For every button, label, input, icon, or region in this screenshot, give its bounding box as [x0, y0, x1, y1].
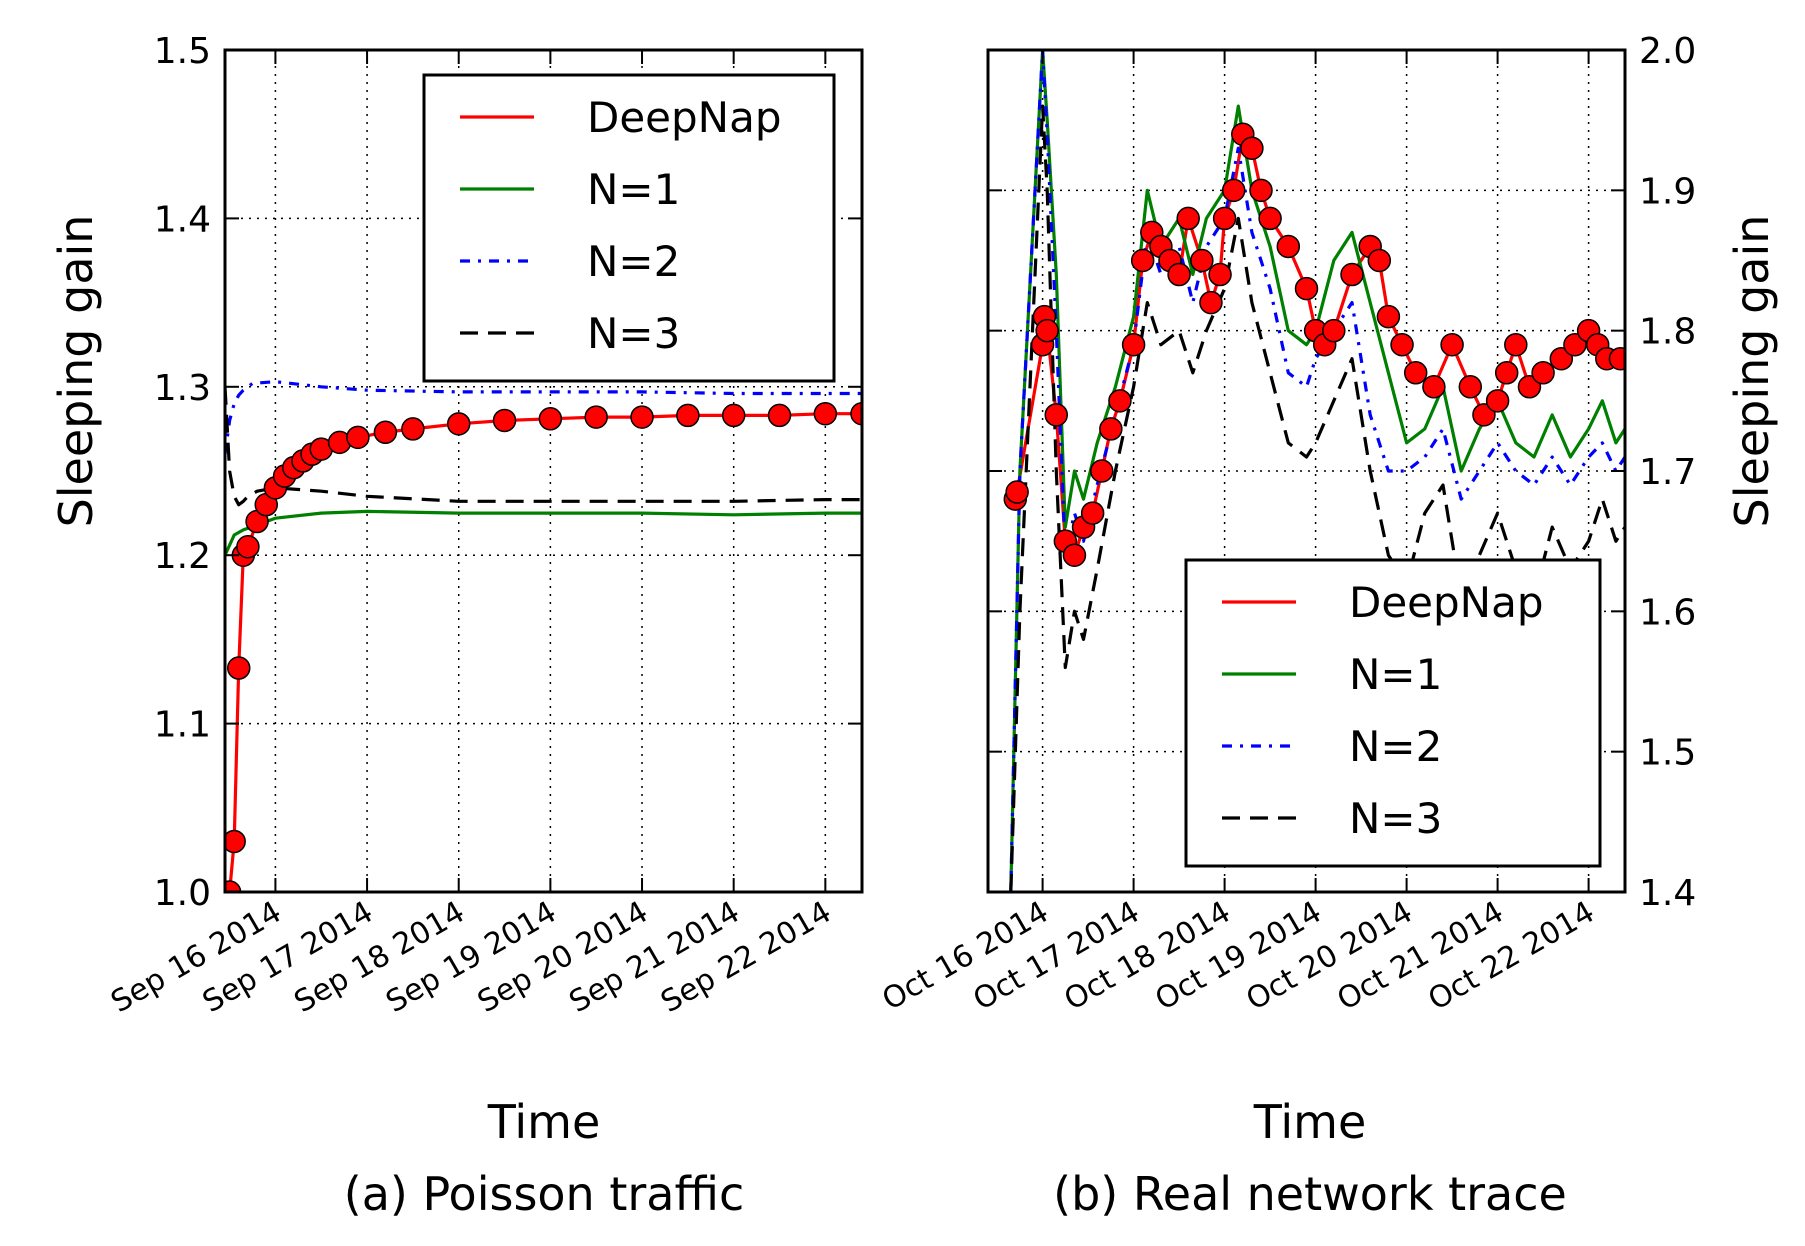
- data-point-deepnap: [1294, 276, 1319, 301]
- legend-label-n-1: N=1: [1349, 650, 1442, 699]
- data-point-deepnap: [721, 403, 746, 428]
- data-point-deepnap: [1472, 403, 1496, 427]
- y-tick-label: 1.8: [1639, 312, 1696, 353]
- data-point-deepnap: [1121, 332, 1146, 357]
- data-point-deepnap: [1190, 248, 1214, 273]
- data-point-deepnap: [1390, 332, 1414, 357]
- legend-label-n-2: N=2: [1349, 722, 1442, 771]
- data-point-deepnap: [1099, 417, 1123, 441]
- data-point-deepnap: [1340, 262, 1364, 287]
- y-tick-label: 1.1: [154, 705, 211, 746]
- y-tick-label: 1.9: [1639, 171, 1696, 212]
- series-line-n-1: [1009, 50, 1625, 892]
- data-point-deepnap: [584, 405, 608, 429]
- data-point-deepnap: [401, 417, 425, 441]
- data-point-deepnap: [1440, 332, 1464, 357]
- legend: DeepNap N=1 N=2 N=3: [1184, 558, 1602, 868]
- y-tick-labels: 1.0 1.1 1.2 1.3 1.4 1.5: [154, 31, 211, 914]
- data-point-deepnap: [1258, 206, 1282, 231]
- data-point-deepnap: [1531, 361, 1555, 385]
- legend-label-deepnap: DeepNap: [587, 93, 782, 142]
- data-point-deepnap: [1208, 262, 1232, 287]
- y-tick-label: 1.5: [154, 31, 211, 72]
- data-point-deepnap: [1403, 361, 1428, 385]
- data-point-deepnap: [1485, 389, 1510, 413]
- data-point-deepnap: [1035, 318, 1059, 343]
- series-line-n-2: [225, 380, 862, 455]
- data-point-deepnap: [1212, 206, 1237, 231]
- data-point-deepnap: [1249, 178, 1273, 203]
- data-point-deepnap: [225, 829, 246, 854]
- y-tick-label: 2.0: [1639, 31, 1696, 72]
- y-axis-title: Sleeping gain: [1725, 215, 1779, 528]
- legend-box: [1184, 558, 1602, 868]
- legend-label-n-3: N=3: [1349, 794, 1442, 843]
- series-line-n-1: [225, 509, 862, 556]
- data-point-deepnap: [1044, 403, 1068, 427]
- y-tick-label: 1.5: [1639, 733, 1696, 774]
- data-point-deepnap: [1376, 304, 1401, 329]
- legend-label-deepnap: DeepNap: [1349, 578, 1544, 627]
- data-point-deepnap: [1108, 389, 1132, 413]
- axes-border: [223, 48, 864, 894]
- y-axis-title: Sleeping gain: [49, 215, 103, 528]
- data-point-deepnap: [1504, 332, 1528, 357]
- data-point-deepnap: [538, 407, 563, 431]
- data-point-deepnap: [1199, 290, 1223, 315]
- data-point-deepnap: [813, 401, 838, 426]
- data-point-deepnap: [225, 880, 242, 892]
- caption: (b) Real network trace: [1053, 1167, 1567, 1221]
- y-tick-label: 1.3: [154, 368, 211, 409]
- data-point-deepnap: [1167, 262, 1191, 287]
- caption: (a) Poisson traffic: [344, 1167, 744, 1221]
- data-point-deepnap: [1608, 346, 1625, 371]
- axes-frame: [223, 48, 864, 894]
- legend-label-n-3: N=3: [587, 309, 680, 358]
- data-point-deepnap: [373, 420, 398, 445]
- y-tick-label: 1.2: [154, 536, 211, 577]
- data-point-deepnap: [850, 401, 862, 426]
- y-tick-labels: 1.4 1.5 1.6 1.7 1.8 1.9 2.0: [1639, 31, 1696, 914]
- data-point-deepnap: [1062, 543, 1087, 567]
- y-tick-label: 1.0: [154, 873, 211, 914]
- series-group: [225, 380, 862, 892]
- legend-box: [422, 73, 836, 383]
- data-point-deepnap: [1422, 375, 1446, 399]
- y-tick-label: 1.4: [154, 199, 211, 240]
- y-tick-label: 1.4: [1639, 873, 1696, 914]
- data-point-deepnap: [1130, 248, 1155, 273]
- data-point-deepnap: [492, 408, 517, 433]
- data-point-deepnap: [676, 403, 700, 428]
- y-tick-label: 1.6: [1639, 592, 1696, 633]
- data-point-deepnap: [1458, 375, 1483, 399]
- data-point-deepnap: [1276, 234, 1301, 259]
- data-point-deepnap: [1322, 318, 1346, 343]
- data-point-deepnap: [1221, 178, 1246, 203]
- x-axis-title: Time: [487, 1095, 601, 1149]
- legend: DeepNap N=1 N=2 N=3: [422, 73, 836, 383]
- data-point-deepnap: [1517, 375, 1542, 399]
- data-point-deepnap: [346, 425, 370, 450]
- data-point-deepnap: [1005, 480, 1029, 504]
- data-point-deepnap: [1367, 248, 1392, 273]
- data-point-deepnap: [1494, 361, 1519, 385]
- legend-label-n-1: N=1: [587, 165, 680, 214]
- legend-label-n-2: N=2: [587, 237, 680, 286]
- data-point-deepnap: [1240, 136, 1264, 160]
- data-point-deepnap: [1549, 346, 1574, 371]
- data-point-deepnap: [446, 412, 471, 436]
- data-point-deepnap: [767, 403, 792, 428]
- data-point-deepnap: [1176, 206, 1200, 231]
- data-point-deepnap: [630, 405, 654, 429]
- data-point-deepnap: [1080, 501, 1105, 525]
- series-line-n-3: [225, 386, 862, 507]
- data-point-deepnap: [226, 656, 251, 680]
- data-point-deepnap: [236, 535, 260, 559]
- y-tick-label: 1.7: [1639, 452, 1696, 493]
- series-group: [1003, 50, 1625, 892]
- axes-frame: [986, 48, 1627, 894]
- data-point-deepnap: [1090, 459, 1114, 483]
- x-axis-title: Time: [1253, 1095, 1367, 1149]
